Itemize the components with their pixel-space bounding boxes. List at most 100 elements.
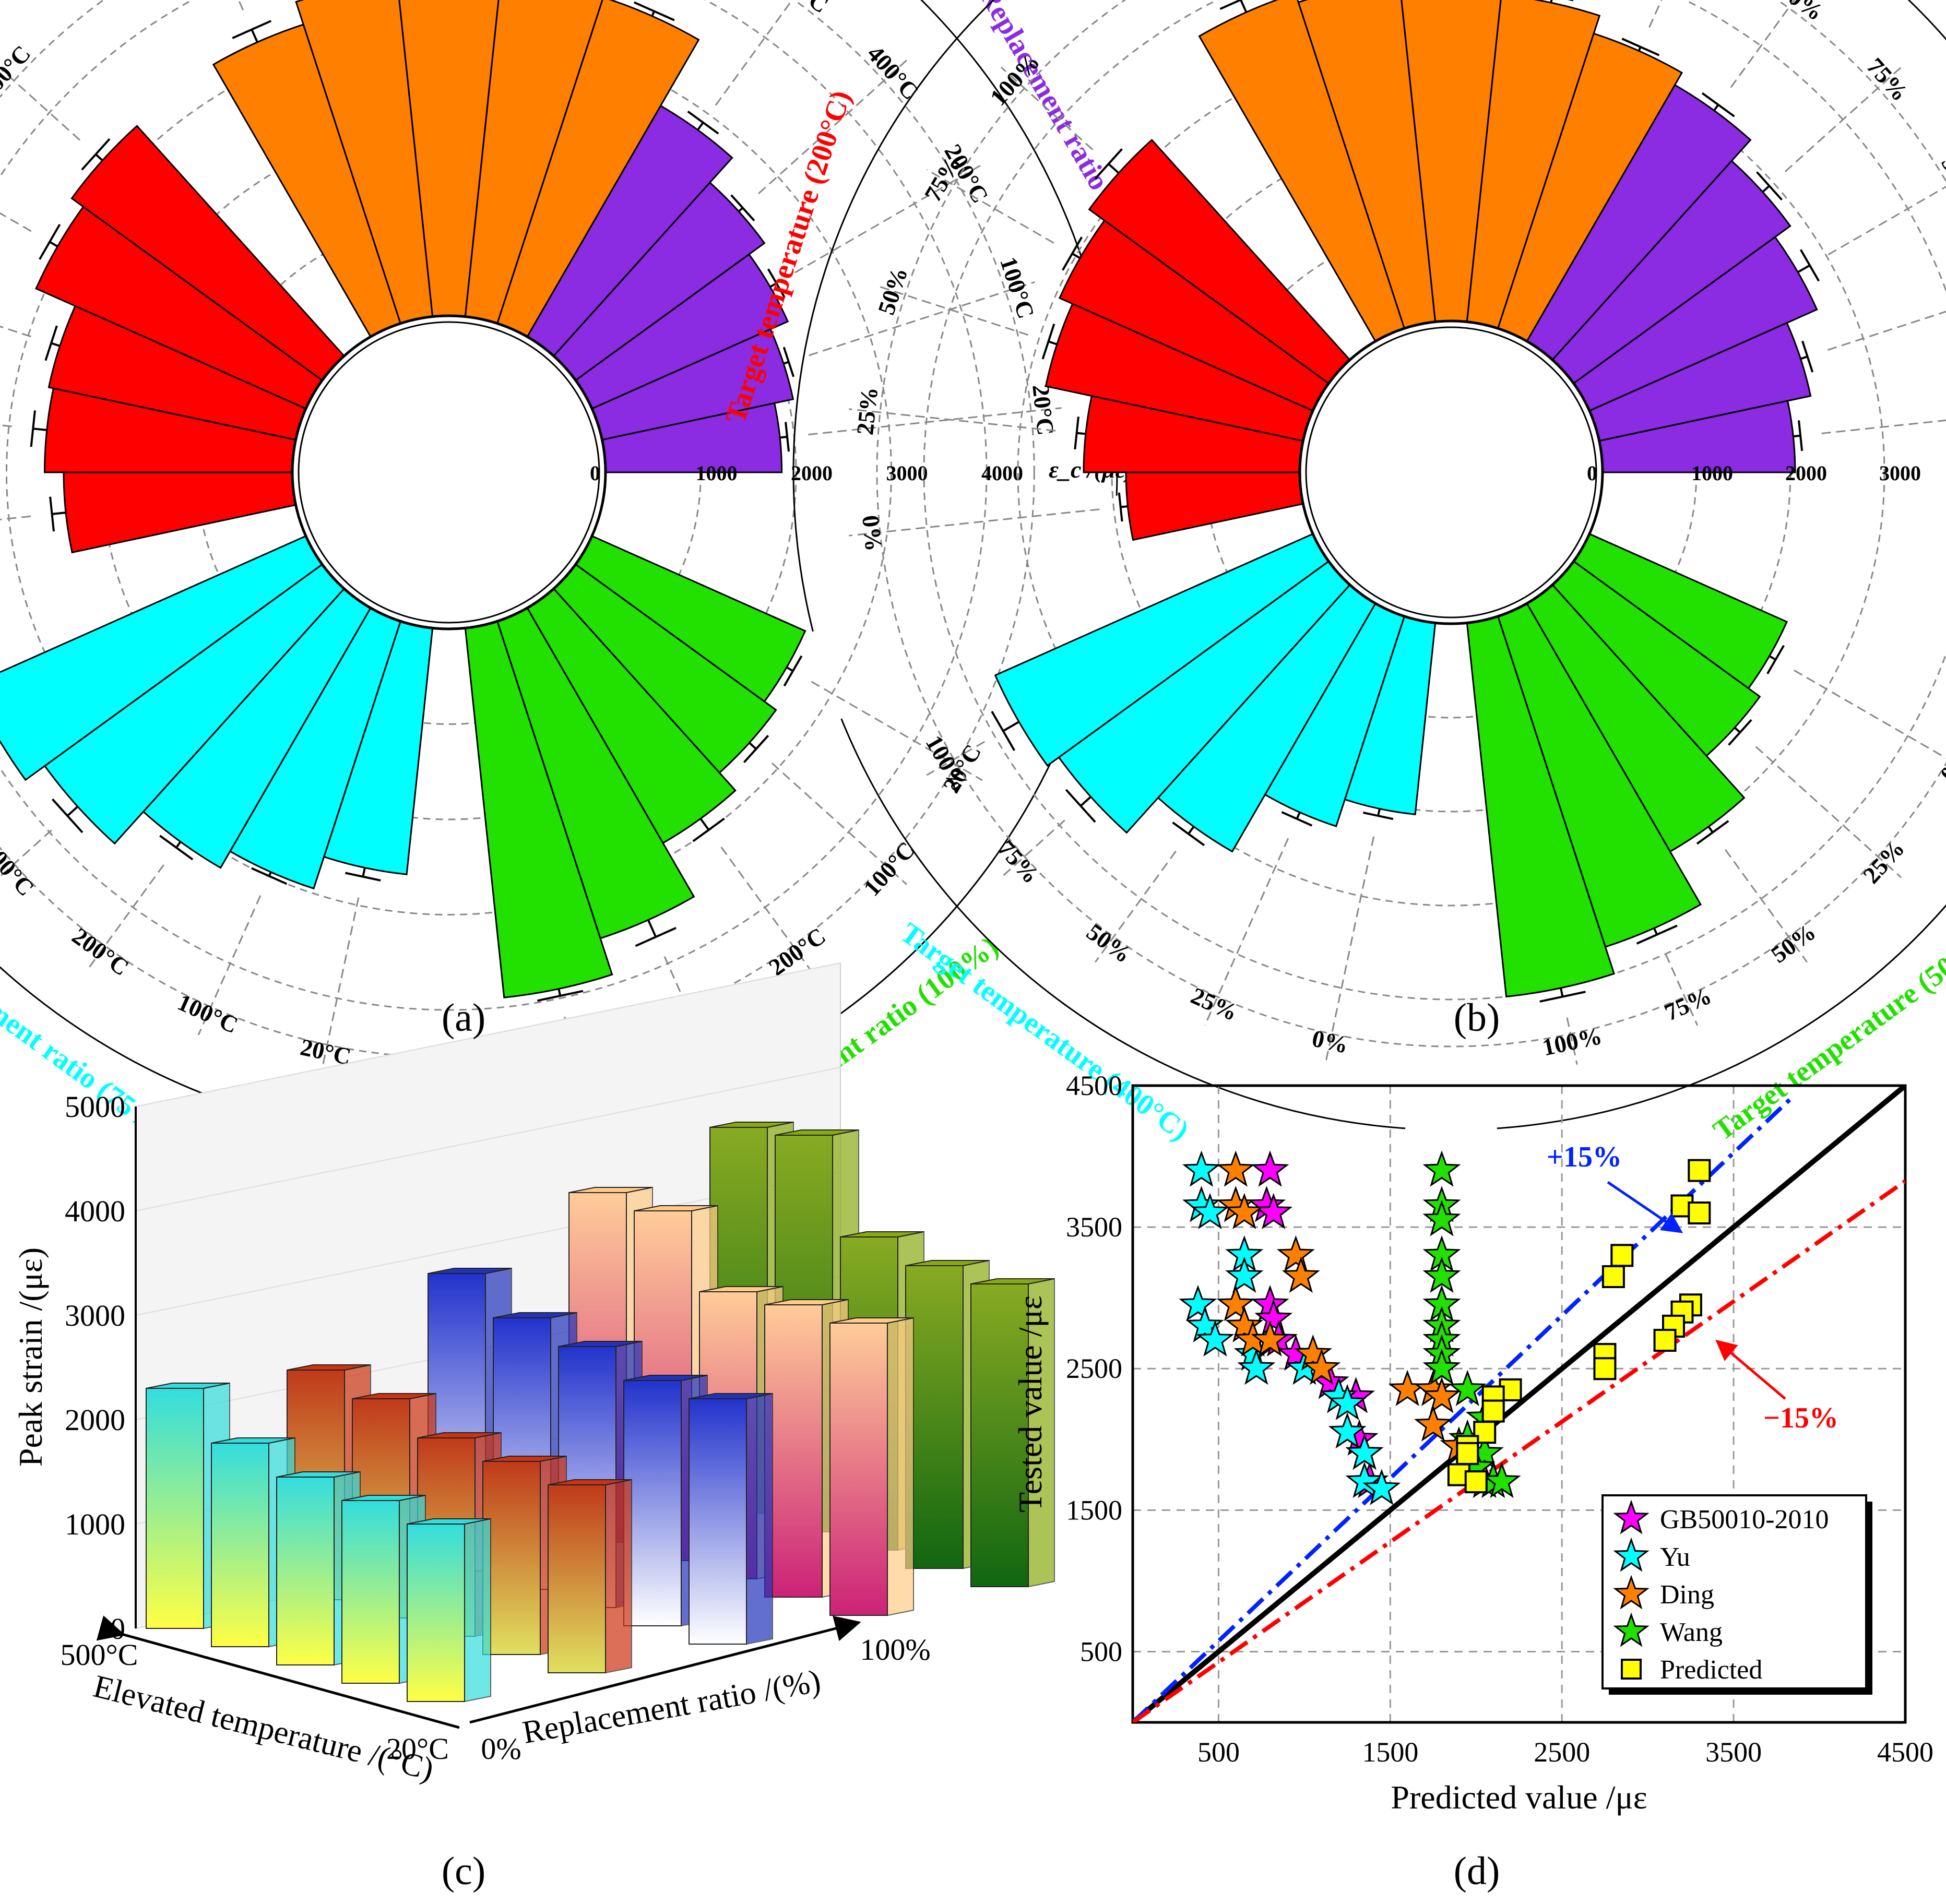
error-bar: [1187, 826, 1195, 835]
error-bar-cap: [1362, 811, 1394, 820]
error-bar: [94, 153, 103, 161]
legend-marker: [1613, 1500, 1650, 1534]
scatter-point-square: [1601, 1265, 1625, 1288]
spoke-gridline: [1204, 838, 1289, 1026]
error-bar-cap: [1041, 324, 1055, 360]
radial-tick-label: 3000: [1879, 461, 1921, 485]
scatter-point-star: [1345, 1433, 1384, 1470]
3d-bar-front: [764, 1304, 823, 1598]
radial-tick-label: 2000: [1785, 461, 1827, 485]
error-bar-cap: [1065, 789, 1096, 823]
scatter-point-square: [1473, 1421, 1497, 1444]
error-bar: [1048, 340, 1058, 346]
spoke-gridline: [0, 325, 31, 338]
legend-label: Predicted: [1660, 1655, 1762, 1685]
error-bar-cap: [1798, 420, 1803, 451]
y-gridline: [135, 1067, 841, 1211]
spoke-gridline: [811, 681, 983, 781]
error-bar-cap: [81, 138, 111, 171]
z-end-label: 0%: [481, 1732, 521, 1766]
radial-tick-label: 0: [590, 461, 600, 485]
scatter-point-star: [1328, 1412, 1367, 1449]
legend-label: Yu: [1660, 1542, 1690, 1572]
spoke-gridline: [1755, 746, 1902, 878]
polar-category-label: 75%: [993, 835, 1045, 888]
polar-category-label: 50%: [1766, 918, 1820, 968]
annotation-plus-15: +15%: [1547, 1141, 1622, 1173]
error-bar: [697, 121, 705, 131]
panel-d-label: (d): [1454, 1849, 1500, 1893]
x-tick-label: 1500: [1362, 1736, 1418, 1768]
radial-tick-label: 1000: [696, 461, 738, 485]
error-bar-cap: [783, 655, 803, 687]
legend-label: GB50010-2010: [1660, 1505, 1829, 1534]
error-bar: [49, 241, 58, 247]
x-tick-label: 2500: [1534, 1736, 1590, 1768]
polar-category-label: 0%: [1310, 1025, 1350, 1058]
error-bar-cap: [1701, 92, 1735, 117]
y-tick-label: 1000: [65, 1507, 125, 1541]
y-axis-label: Tested value /με: [1012, 1295, 1049, 1513]
polar-category-label: 100%: [1540, 1022, 1604, 1061]
x-tick-label: 500: [1197, 1736, 1240, 1768]
scatter-point-star: [1422, 1200, 1461, 1236]
error-bar-cap: [635, 926, 677, 947]
scatter-point-star: [1276, 1235, 1315, 1272]
3d-bar-front: [407, 1524, 465, 1702]
group-label: Target temperature (500°C): [1707, 917, 1946, 1147]
error-bar-cap: [251, 867, 288, 885]
error-bar-cap: [692, 817, 725, 842]
scatter-point-star: [1216, 1284, 1255, 1322]
error-bar-cap: [1766, 645, 1785, 674]
radial-tick-label: 4000: [981, 461, 1023, 485]
scatter-point-square: [1481, 1399, 1505, 1423]
scatter-point-square: [1688, 1159, 1711, 1182]
radial-tick-label: 2000: [791, 461, 833, 485]
polar-category-label: 50%: [1082, 918, 1136, 968]
spoke-gridline: [0, 67, 80, 141]
polar-category-label: 500°C: [767, 0, 834, 18]
error-bar-cap: [991, 711, 1016, 752]
annotation-minus-15: −15%: [1763, 1402, 1838, 1434]
y-tick-label: 5000: [65, 1090, 125, 1124]
panel-b-label: (b): [1454, 996, 1500, 1040]
panel-c-label: (c): [442, 1849, 485, 1893]
error-bar-cap: [30, 410, 36, 447]
error-bar: [1797, 264, 1811, 273]
error-bar-cap: [39, 224, 61, 260]
3d-bar-front: [146, 1388, 204, 1629]
polar-category-label: 25%: [1858, 835, 1909, 888]
radial-tick-label: 1000: [1691, 461, 1733, 485]
error-bar-cap: [232, 20, 272, 39]
scatter-point-square: [1593, 1357, 1617, 1381]
x-tick-label: 3500: [1705, 1736, 1762, 1768]
annotation-arrow-red: [1715, 1339, 1786, 1400]
legend-marker: [1621, 1659, 1642, 1680]
error-bar: [362, 867, 366, 877]
spoke-gridline: [1794, 669, 1946, 759]
scatter-point-star: [1422, 1150, 1461, 1187]
spoke-gridline: [1821, 419, 1946, 434]
error-bar-cap: [1281, 811, 1313, 827]
y-axis-label: Peak strain /(με): [12, 1247, 49, 1467]
polar-category-label: 0%: [857, 514, 887, 553]
polar-category-label: 25%: [1187, 982, 1242, 1026]
spoke-gridline: [1094, 850, 1177, 963]
3d-bar-front: [341, 1500, 400, 1684]
x-axis-label: Predicted value /με: [1391, 1779, 1647, 1816]
error-bar-cap: [51, 798, 84, 834]
3d-bar-side: [464, 1518, 491, 1703]
spoke-gridline: [0, 829, 52, 878]
spoke-gridline: [0, 515, 31, 520]
scatter-points: [1179, 1150, 1711, 1505]
spoke-gridline: [1324, 836, 1375, 1065]
3d-bar-front: [548, 1484, 606, 1673]
radial-tick-label: 0: [1587, 461, 1597, 485]
error-bar-cap: [1728, 719, 1752, 746]
polar-category-label: 25%: [851, 386, 883, 436]
polar-category-label: 400°C: [862, 40, 924, 105]
error-bar: [1076, 432, 1086, 435]
polar-category-label: 75%: [1660, 982, 1715, 1026]
